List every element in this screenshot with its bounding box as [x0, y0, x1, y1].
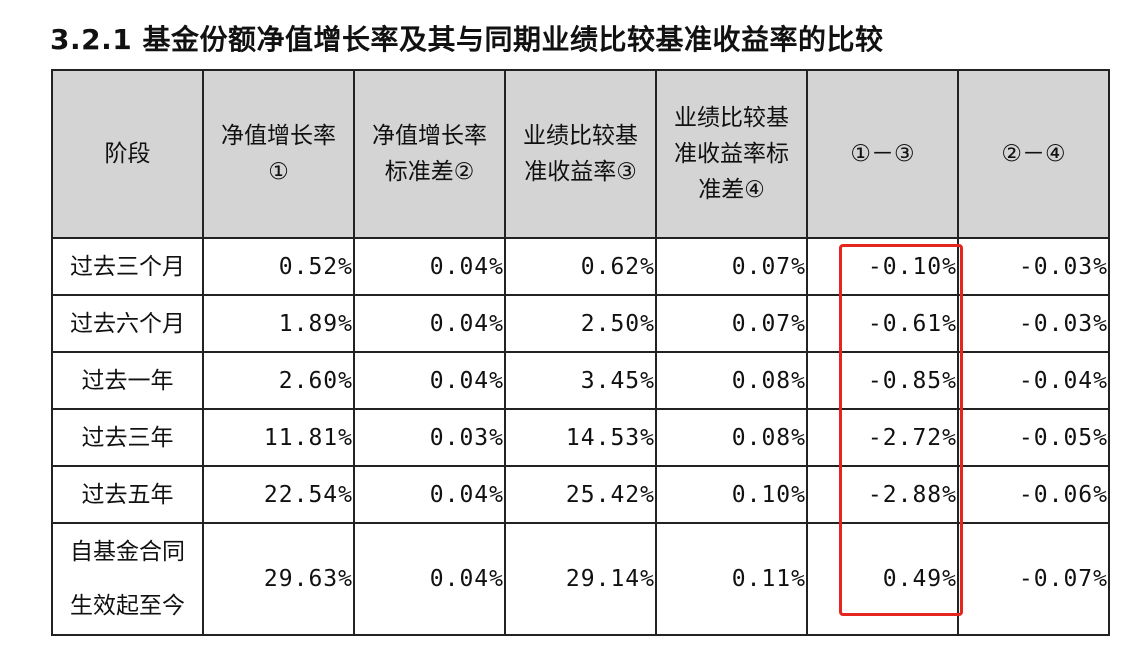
header-diff-1-3: ①－③ — [806, 69, 959, 239]
table-row: 过去一年 2.60% 0.04% 3.45% 0.08% -0.85% -0.0… — [51, 351, 1110, 410]
header-period: 阶段 — [51, 69, 204, 239]
value-cell: -0.85% — [806, 351, 959, 410]
value-cell: 0.62% — [504, 237, 657, 296]
table-row: 过去三年 11.81% 0.03% 14.53% 0.08% -2.72% -0… — [51, 408, 1110, 467]
value-cell: -0.10% — [806, 237, 959, 296]
value-cell: -0.04% — [957, 351, 1110, 410]
period-cell: 过去三年 — [51, 408, 204, 467]
value-cell: 0.11% — [655, 522, 808, 636]
period-cell: 过去三个月 — [51, 237, 204, 296]
header-nav-growth: 净值增长率 ① — [202, 69, 355, 239]
value-cell: 22.54% — [202, 465, 355, 524]
section-title: 3.2.1 基金份额净值增长率及其与同期业绩比较基准收益率的比较 — [50, 23, 884, 56]
value-cell: 0.04% — [353, 351, 506, 410]
value-cell: 25.42% — [504, 465, 657, 524]
value-cell: 0.49% — [806, 522, 959, 636]
value-cell: -0.06% — [957, 465, 1110, 524]
value-cell: 0.52% — [202, 237, 355, 296]
value-cell: 0.03% — [353, 408, 506, 467]
header-benchmark-return: 业绩比较基 准收益率③ — [504, 69, 657, 239]
value-cell: 2.60% — [202, 351, 355, 410]
value-cell: 2.50% — [504, 294, 657, 353]
period-cell: 过去六个月 — [51, 294, 204, 353]
table-row: 过去三个月 0.52% 0.04% 0.62% 0.07% -0.10% -0.… — [51, 237, 1110, 296]
value-cell: 0.08% — [655, 408, 808, 467]
value-cell: -0.03% — [957, 294, 1110, 353]
value-cell: 0.04% — [353, 522, 506, 636]
value-cell: 0.07% — [655, 294, 808, 353]
value-cell: 14.53% — [504, 408, 657, 467]
period-cell: 过去五年 — [51, 465, 204, 524]
value-cell: 0.04% — [353, 465, 506, 524]
value-cell: 3.45% — [504, 351, 657, 410]
value-cell: -0.03% — [957, 237, 1110, 296]
performance-table: 阶段 净值增长率 ① 净值增长率 标准差② 业绩比较基 准收益率③ 业绩比较基 … — [51, 69, 1110, 636]
table-row: 自基金合同 生效起至今 29.63% 0.04% 29.14% 0.11% 0.… — [51, 522, 1110, 636]
period-cell: 自基金合同 生效起至今 — [51, 522, 204, 636]
value-cell: 29.63% — [202, 522, 355, 636]
table-row: 过去六个月 1.89% 0.04% 2.50% 0.07% -0.61% -0.… — [51, 294, 1110, 353]
value-cell: -2.88% — [806, 465, 959, 524]
value-cell: -0.07% — [957, 522, 1110, 636]
value-cell: -0.61% — [806, 294, 959, 353]
value-cell: 0.07% — [655, 237, 808, 296]
value-cell: 0.04% — [353, 237, 506, 296]
table-header-row: 阶段 净值增长率 ① 净值增长率 标准差② 业绩比较基 准收益率③ 业绩比较基 … — [51, 69, 1110, 239]
period-cell: 过去一年 — [51, 351, 204, 410]
value-cell: -2.72% — [806, 408, 959, 467]
header-benchmark-std: 业绩比较基 准收益率标 准差④ — [655, 69, 808, 239]
value-cell: -0.05% — [957, 408, 1110, 467]
value-cell: 0.04% — [353, 294, 506, 353]
header-nav-growth-std: 净值增长率 标准差② — [353, 69, 506, 239]
value-cell: 29.14% — [504, 522, 657, 636]
table-row: 过去五年 22.54% 0.04% 25.42% 0.10% -2.88% -0… — [51, 465, 1110, 524]
value-cell: 11.81% — [202, 408, 355, 467]
value-cell: 0.10% — [655, 465, 808, 524]
value-cell: 0.08% — [655, 351, 808, 410]
header-diff-2-4: ②－④ — [957, 69, 1110, 239]
value-cell: 1.89% — [202, 294, 355, 353]
